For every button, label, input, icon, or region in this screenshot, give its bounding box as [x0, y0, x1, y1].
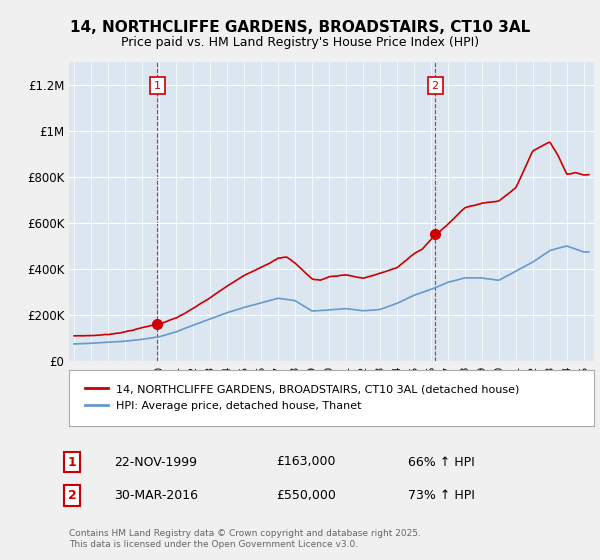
- Text: 1: 1: [154, 81, 161, 91]
- Text: £163,000: £163,000: [276, 455, 335, 469]
- Text: Contains HM Land Registry data © Crown copyright and database right 2025.
This d: Contains HM Land Registry data © Crown c…: [69, 529, 421, 549]
- Text: 22-NOV-1999: 22-NOV-1999: [114, 455, 197, 469]
- Text: 1: 1: [68, 455, 76, 469]
- Text: Price paid vs. HM Land Registry's House Price Index (HPI): Price paid vs. HM Land Registry's House …: [121, 36, 479, 49]
- Text: 14, NORTHCLIFFE GARDENS, BROADSTAIRS, CT10 3AL: 14, NORTHCLIFFE GARDENS, BROADSTAIRS, CT…: [70, 20, 530, 35]
- Text: 2: 2: [431, 81, 439, 91]
- Text: £550,000: £550,000: [276, 489, 336, 502]
- Text: 2: 2: [68, 489, 76, 502]
- Legend: 14, NORTHCLIFFE GARDENS, BROADSTAIRS, CT10 3AL (detached house), HPI: Average pr: 14, NORTHCLIFFE GARDENS, BROADSTAIRS, CT…: [80, 379, 526, 417]
- Text: 30-MAR-2016: 30-MAR-2016: [114, 489, 198, 502]
- Text: 73% ↑ HPI: 73% ↑ HPI: [408, 489, 475, 502]
- Text: 66% ↑ HPI: 66% ↑ HPI: [408, 455, 475, 469]
